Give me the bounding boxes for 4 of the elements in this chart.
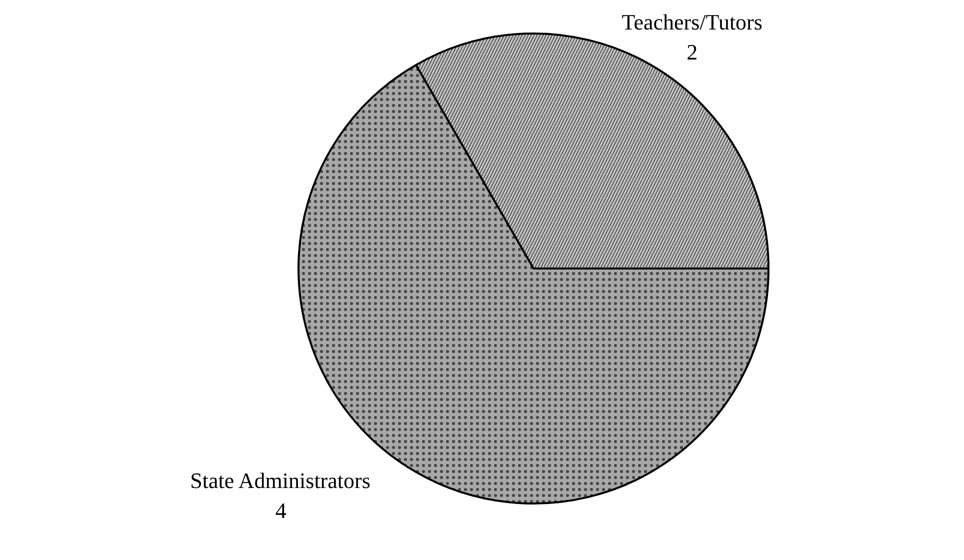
slice-label: State Administrators [190, 468, 370, 494]
slice-label: Teachers/Tutors [622, 9, 762, 34]
data-label: 4 [275, 498, 286, 524]
data-label: 2 [686, 39, 698, 64]
